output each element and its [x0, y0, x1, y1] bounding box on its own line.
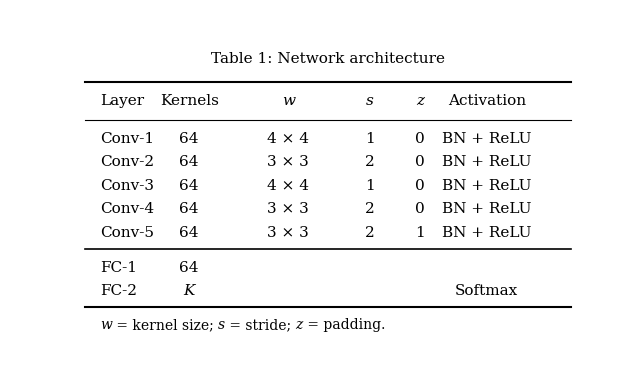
Text: FC-2: FC-2: [100, 284, 137, 298]
Text: w: w: [282, 94, 295, 109]
Text: Conv-1: Conv-1: [100, 132, 154, 146]
Text: BN + ReLU: BN + ReLU: [442, 132, 531, 146]
Text: 0: 0: [415, 155, 424, 169]
Text: Activation: Activation: [447, 94, 526, 109]
Text: FC-1: FC-1: [100, 261, 137, 275]
Text: Conv-3: Conv-3: [100, 179, 154, 193]
Text: Layer: Layer: [100, 94, 144, 109]
Text: Kernels: Kernels: [160, 94, 218, 109]
Text: BN + ReLU: BN + ReLU: [442, 179, 531, 193]
Text: 1: 1: [365, 179, 375, 193]
Text: = padding.: = padding.: [303, 318, 385, 332]
Text: z: z: [296, 318, 303, 332]
Text: 64: 64: [179, 179, 199, 193]
Text: = kernel size;: = kernel size;: [112, 318, 218, 332]
Text: 64: 64: [179, 202, 199, 216]
Text: 1: 1: [415, 226, 424, 240]
Text: 64: 64: [179, 155, 199, 169]
Text: s: s: [366, 94, 374, 109]
Text: Conv-2: Conv-2: [100, 155, 154, 169]
Text: 3 × 3: 3 × 3: [268, 155, 309, 169]
Text: 2: 2: [365, 226, 375, 240]
Text: K: K: [184, 284, 195, 298]
Text: Conv-4: Conv-4: [100, 202, 154, 216]
Text: 2: 2: [365, 155, 375, 169]
Text: 1: 1: [365, 132, 375, 146]
Text: 4 × 4: 4 × 4: [268, 179, 309, 193]
Text: s: s: [218, 318, 225, 332]
Text: 64: 64: [179, 226, 199, 240]
Text: BN + ReLU: BN + ReLU: [442, 155, 531, 169]
Text: 3 × 3: 3 × 3: [268, 226, 309, 240]
Text: 4 × 4: 4 × 4: [268, 132, 309, 146]
Text: Table 1: Network architecture: Table 1: Network architecture: [211, 52, 445, 66]
Text: = stride;: = stride;: [225, 318, 296, 332]
Text: 2: 2: [365, 202, 375, 216]
Text: z: z: [416, 94, 424, 109]
Text: 3 × 3: 3 × 3: [268, 202, 309, 216]
Text: Conv-5: Conv-5: [100, 226, 154, 240]
Text: 64: 64: [179, 261, 199, 275]
Text: w: w: [100, 318, 112, 332]
Text: 0: 0: [415, 202, 424, 216]
Text: Softmax: Softmax: [455, 284, 518, 298]
Text: 64: 64: [179, 132, 199, 146]
Text: BN + ReLU: BN + ReLU: [442, 202, 531, 216]
Text: BN + ReLU: BN + ReLU: [442, 226, 531, 240]
Text: 0: 0: [415, 179, 424, 193]
Text: 0: 0: [415, 132, 424, 146]
